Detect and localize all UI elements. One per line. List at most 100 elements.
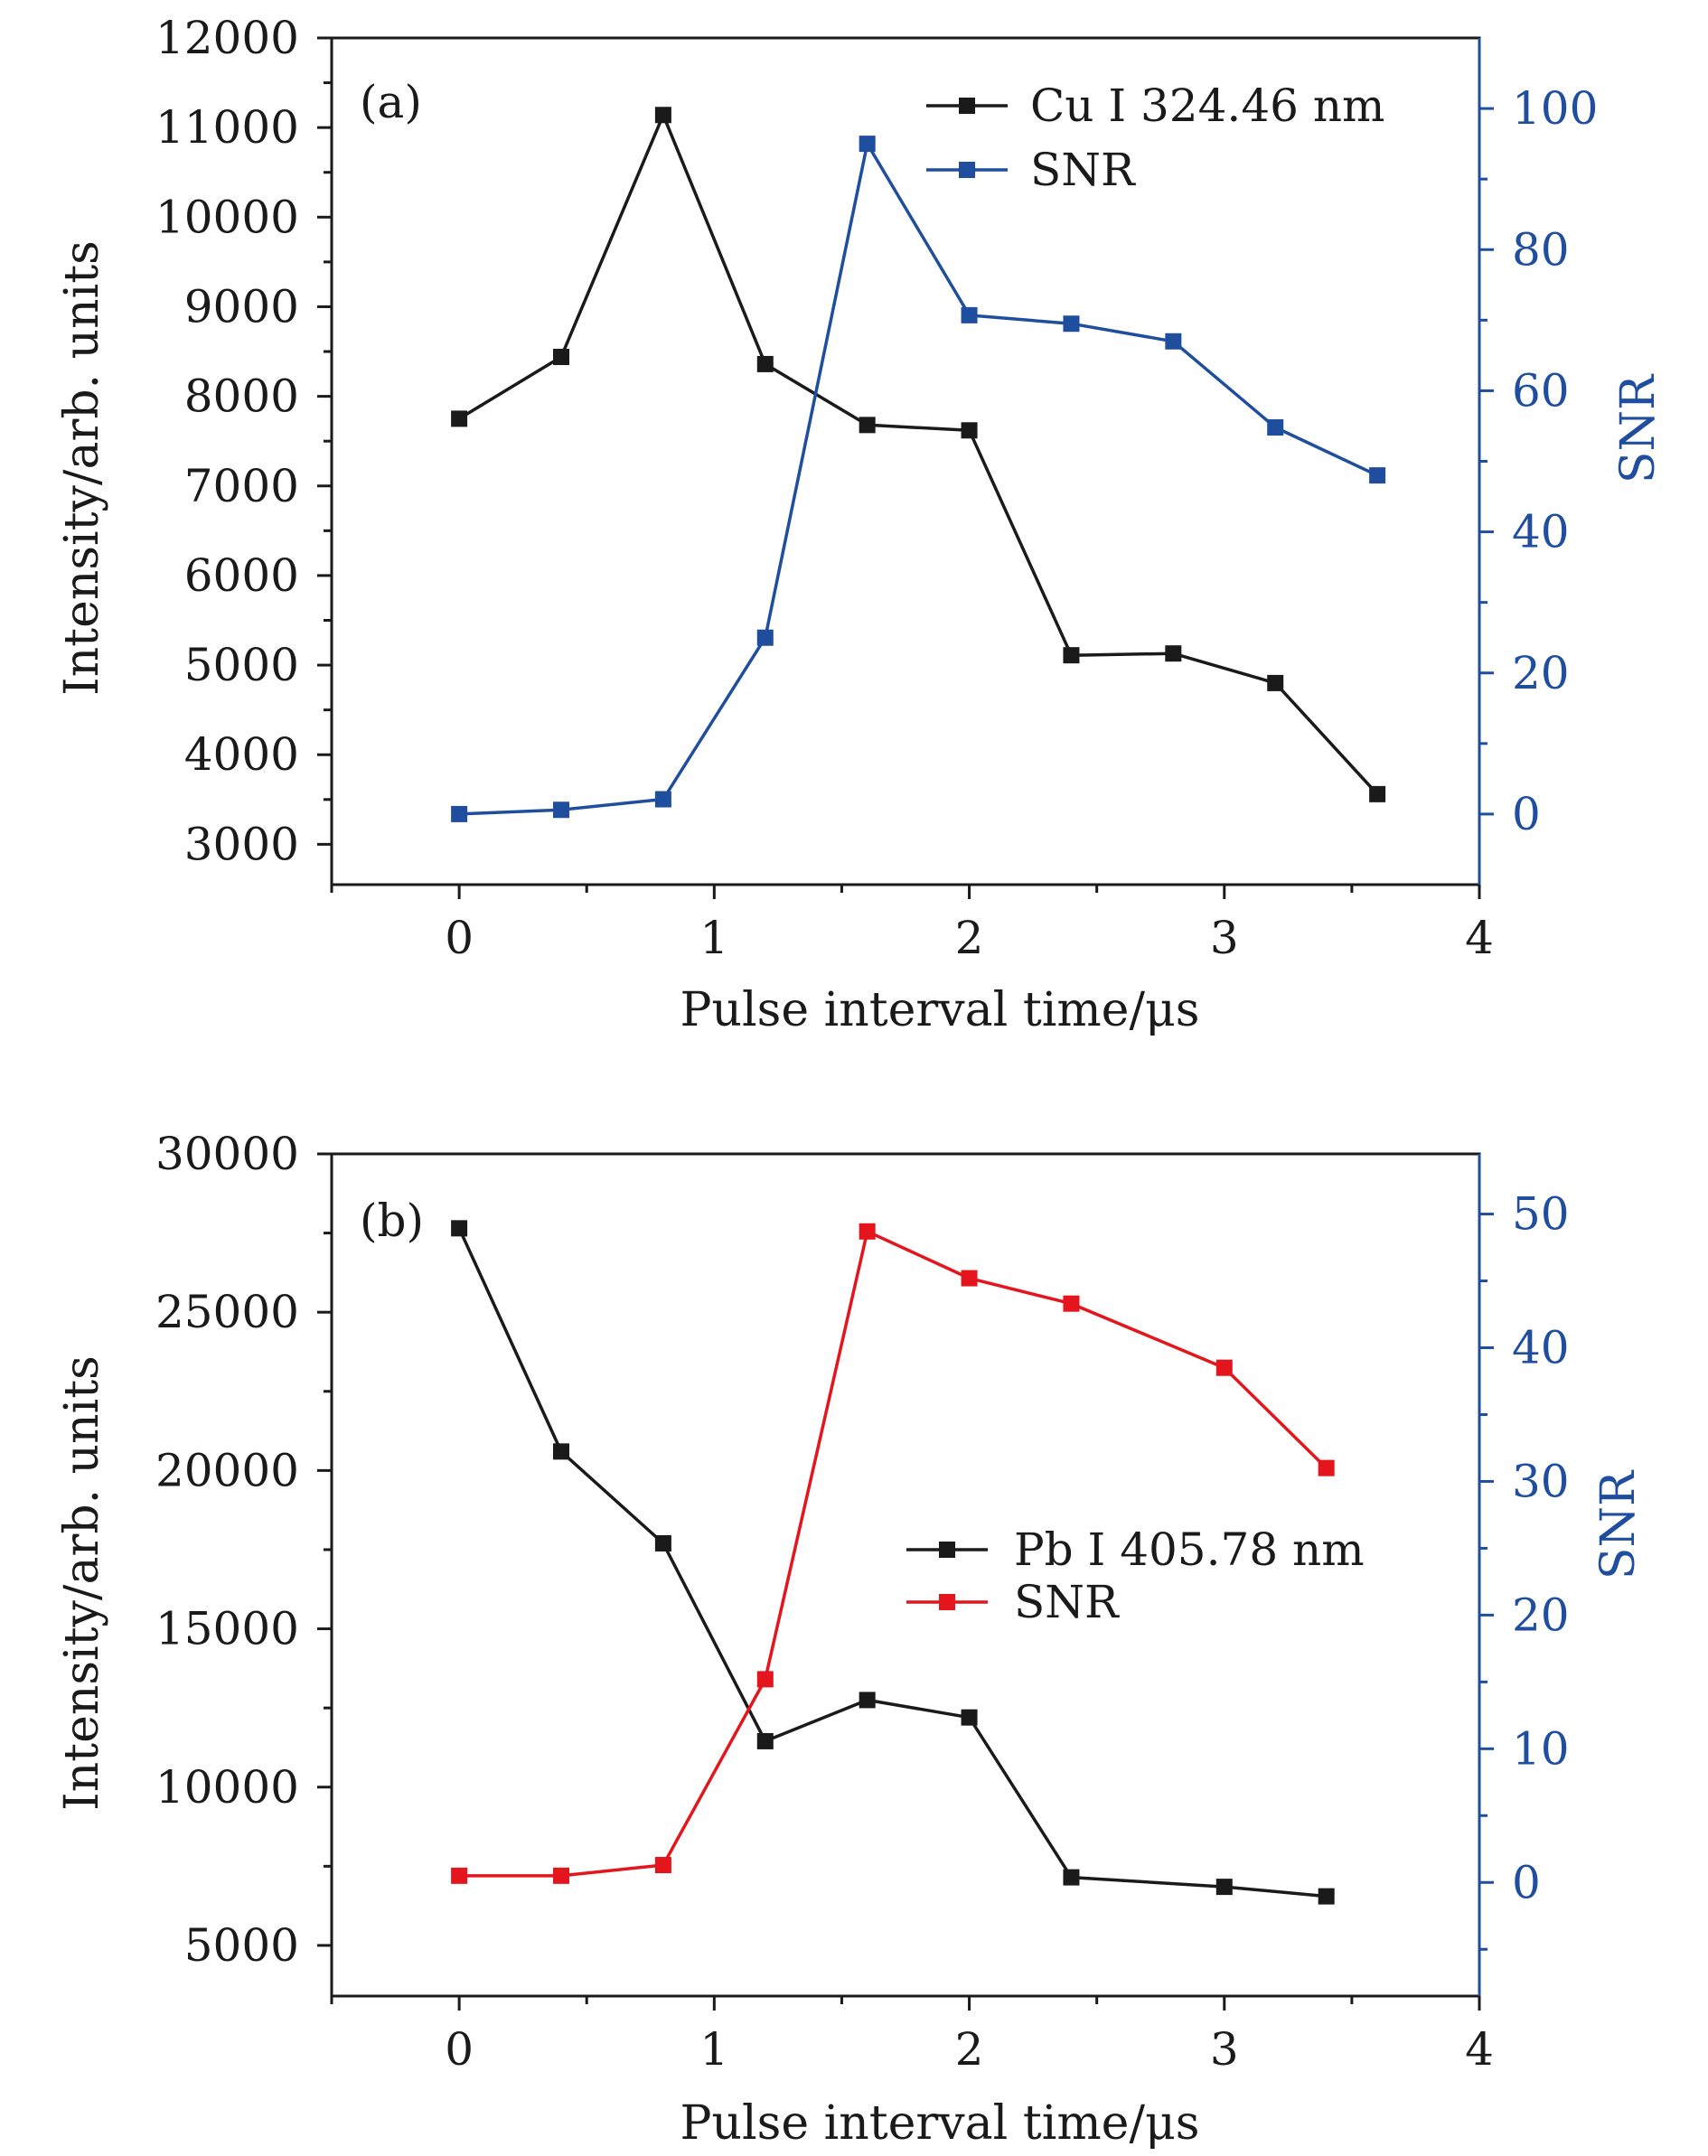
y-right-tick-label: 40 [1512, 506, 1570, 558]
panel-b: 0 1 2 3 4 5000 10000 15000 20000 25000 30000 0 10 20 3… [55, 1128, 1646, 2151]
y-left-tick-label: 8000 [184, 370, 299, 423]
data-point-1 [1215, 1359, 1233, 1376]
y-left-tick-label: 6000 [184, 549, 299, 602]
x-axis-label: Pulse interval time/μs [680, 2096, 1200, 2151]
x-axis-label: Pulse interval time/μs [680, 983, 1200, 1037]
y-axis-label-right: SNR [1611, 373, 1666, 483]
data-point-1 [1063, 315, 1080, 333]
legend-label-pb: Pb I 405.78 nm [1014, 1523, 1365, 1576]
legend-marker-cu [959, 98, 975, 114]
y-axis-label-right: SNR [1591, 1469, 1646, 1580]
x-tick-label: 4 [1465, 912, 1494, 964]
data-point-0 [451, 410, 468, 427]
data-point-0 [1215, 1879, 1233, 1896]
legend-entry-pb: Pb I 405.78 nm [906, 1523, 1365, 1576]
data-point-1 [1267, 419, 1284, 436]
series-line-1 [459, 142, 1378, 816]
data-point-1 [654, 1857, 671, 1874]
legend: Cu I 324.46 nm SNR [926, 80, 1384, 196]
data-point-0 [961, 1709, 978, 1726]
y-right-tick-label: 20 [1512, 1589, 1570, 1641]
y-right-tick-label: 50 [1512, 1188, 1570, 1241]
series [451, 107, 1386, 822]
x-tick-label: 3 [1210, 2023, 1239, 2076]
data-point-1 [553, 1867, 569, 1884]
data-point-1 [961, 1270, 978, 1287]
panel-a: 0 1 2 3 4 3000 4000 5000 6000 7000 8000 9000 10000 11… [55, 12, 1666, 1037]
y-right-tick-label: 60 [1512, 364, 1570, 417]
data-point-0 [756, 355, 774, 372]
data-point-0 [859, 417, 876, 434]
data-point-0 [1165, 645, 1182, 662]
data-point-1 [1165, 333, 1182, 350]
y-left-tick-label: 10000 [155, 1761, 299, 1814]
x-tick-label: 0 [445, 912, 474, 964]
y-left-tick-label: 3000 [184, 818, 299, 870]
y-left-tick-label: 20000 [155, 1444, 299, 1496]
x-tick-label: 0 [445, 2023, 474, 2076]
y-right-tick-label: 20 [1512, 647, 1570, 699]
legend-entry-snr: SNR [926, 144, 1136, 196]
y-left-tick-label: 10000 [155, 191, 299, 243]
legend-marker-snr [959, 162, 975, 178]
data-point-0 [1369, 785, 1386, 802]
x-tick-label: 1 [699, 912, 728, 964]
legend-entry-snr: SNR [906, 1576, 1120, 1628]
data-point-0 [654, 107, 671, 124]
legend-marker-snr [939, 1594, 955, 1610]
x-tick-label: 4 [1465, 2023, 1494, 2076]
data-point-0 [1267, 674, 1284, 691]
data-point-1 [1063, 1295, 1080, 1312]
y-axis-label-left: Intensity/arb. units [55, 240, 109, 696]
y-left-tick-label: 9000 [184, 280, 299, 333]
data-point-0 [756, 1732, 774, 1749]
x-tick-label: 3 [1210, 912, 1239, 964]
y-right-tick-label: 40 [1512, 1322, 1570, 1374]
legend-label-snr: SNR [1014, 1576, 1120, 1628]
legend-marker-pb [939, 1542, 955, 1558]
x-tick-label: 1 [699, 2023, 728, 2076]
panel-label: (a) [360, 76, 422, 128]
data-point-1 [756, 1671, 774, 1688]
data-point-0 [1318, 1888, 1335, 1905]
y-right-tick-label: 10 [1512, 1722, 1570, 1775]
tick-labels: 0 1 2 3 4 5000 10000 15000 20000 25000 30000 0 10 20 3… [155, 1128, 1570, 2076]
y-right-tick-label: 0 [1512, 788, 1541, 840]
ticks [317, 1152, 1494, 2011]
data-point-0 [1063, 647, 1080, 664]
y-left-tick-label: 5000 [184, 1919, 299, 1972]
data-point-1 [961, 306, 978, 323]
series [451, 1220, 1335, 1905]
y-left-tick-label: 12000 [155, 12, 299, 64]
y-left-tick-label: 11000 [155, 101, 299, 154]
data-point-1 [451, 1867, 468, 1884]
y-left-tick-label: 7000 [184, 460, 299, 512]
series-line-0 [458, 113, 1379, 796]
data-point-1 [859, 136, 876, 153]
legend-label-cu: Cu I 324.46 nm [1030, 80, 1384, 132]
y-axis-label-left: Intensity/arb. units [55, 1355, 109, 1811]
data-point-0 [961, 422, 978, 439]
legend: Pb I 405.78 nm SNR [906, 1523, 1365, 1628]
x-tick-label: 2 [955, 2023, 984, 2076]
tick-labels: 0 1 2 3 4 3000 4000 5000 6000 7000 8000 9000 10000 11… [155, 12, 1599, 964]
y-left-tick-label: 30000 [155, 1128, 299, 1180]
ticks [317, 36, 1494, 899]
data-point-1 [1369, 467, 1386, 484]
legend-entry-cu: Cu I 324.46 nm [926, 80, 1384, 132]
data-point-0 [859, 1692, 876, 1709]
data-point-1 [1318, 1459, 1335, 1476]
y-left-tick-label: 5000 [184, 639, 299, 691]
plot-frame [330, 36, 1481, 886]
y-left-tick-label: 25000 [155, 1286, 299, 1338]
data-point-1 [756, 629, 774, 646]
panel-label: (b) [360, 1195, 424, 1247]
y-left-tick-label: 4000 [184, 728, 299, 781]
y-left-tick-label: 15000 [155, 1603, 299, 1655]
y-right-tick-label: 0 [1512, 1856, 1541, 1908]
data-point-0 [1063, 1869, 1080, 1886]
y-right-tick-label: 100 [1512, 82, 1598, 135]
y-right-tick-label: 30 [1512, 1455, 1570, 1507]
x-tick-label: 2 [955, 912, 984, 964]
y-right-tick-label: 80 [1512, 223, 1570, 276]
